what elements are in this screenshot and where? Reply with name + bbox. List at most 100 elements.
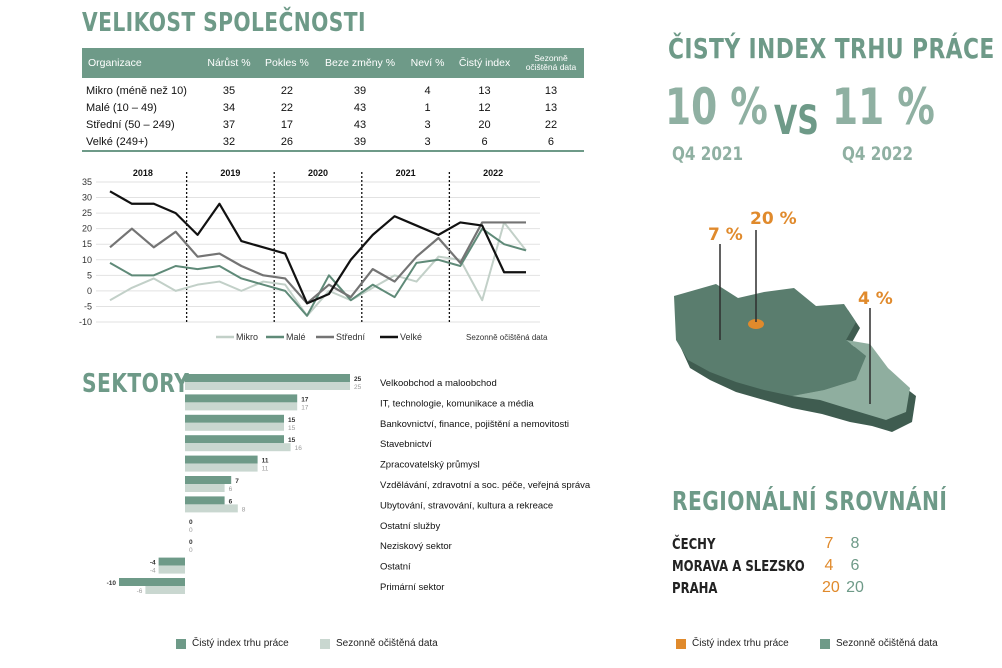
bar-main bbox=[185, 476, 232, 484]
year-label: 2021 bbox=[396, 168, 416, 178]
bar-value-label: 0 bbox=[189, 539, 193, 546]
region-index: 20 bbox=[822, 579, 840, 596]
legend-label: Čistý index trhu práce bbox=[692, 638, 789, 649]
bar-main bbox=[185, 455, 258, 464]
table-row: Malé (10 – 49) 34 22 43 1 12 13 bbox=[82, 99, 584, 116]
region-name: MORAVA A SLEZSKO bbox=[672, 557, 805, 575]
bar-value-label: 8 bbox=[242, 506, 246, 513]
legend-label: Čistý index trhu práce bbox=[192, 638, 289, 649]
table-cell: 39 bbox=[353, 84, 367, 97]
bar-value-label: 25 bbox=[354, 376, 362, 383]
company-size-table: Organizace Nárůst % Pokles % Beze změny … bbox=[82, 48, 584, 152]
table-cell: 32 bbox=[222, 135, 236, 148]
y-tick-label: 15 bbox=[82, 239, 92, 249]
bar-value-label: 15 bbox=[288, 437, 296, 444]
y-tick-label: 0 bbox=[87, 286, 92, 296]
bar-seasonal bbox=[185, 382, 350, 390]
regional-row: MORAVA A SLEZSKO 4 6 bbox=[672, 557, 872, 577]
bar-value-label: 6 bbox=[229, 486, 233, 493]
quarter-label-2022: Q4 2022 bbox=[842, 143, 914, 165]
bar-value-label: 15 bbox=[288, 417, 296, 424]
map-label-center: 20 % bbox=[750, 209, 797, 229]
bar-seasonal bbox=[145, 586, 185, 594]
bar-seasonal bbox=[185, 484, 225, 492]
bar-value-label: 16 bbox=[295, 445, 303, 452]
line-chart: -10 -5 0 5 10 15 20 25 30 35 2018 2019 2020 2021 2022 M… bbox=[79, 168, 548, 342]
table-cell: 6 bbox=[547, 135, 555, 148]
col-header-beze-zmeny: Beze změny % bbox=[316, 48, 404, 78]
category-label: Stavebnictví bbox=[380, 439, 432, 450]
bar-value-label: 25 bbox=[354, 384, 362, 391]
vs-label: VS bbox=[774, 98, 819, 144]
table-cell: 34 bbox=[222, 101, 236, 114]
bar-value-label: 6 bbox=[229, 498, 233, 505]
y-tick-label: 5 bbox=[87, 270, 92, 280]
region-seasonal: 6 bbox=[850, 557, 860, 574]
size-section-title: VELIKOST SPOLEČNOSTI bbox=[82, 8, 366, 38]
table-cell: 43 bbox=[353, 118, 367, 131]
bar-value-label: 11 bbox=[262, 458, 269, 465]
year-label: 2019 bbox=[220, 168, 240, 178]
table-row: Střední (50 – 249) 37 17 43 3 20 22 bbox=[82, 116, 584, 133]
col-header-nevi: Neví % bbox=[403, 48, 452, 78]
bar-value-label: 17 bbox=[301, 396, 309, 403]
bar-main bbox=[185, 394, 298, 403]
category-label: Zpracovatelský průmysl bbox=[380, 460, 480, 471]
y-tick-label: 30 bbox=[82, 193, 92, 203]
series-line-Mikro bbox=[109, 221, 527, 317]
bar-seasonal bbox=[185, 422, 284, 431]
bar-value-label: -4 bbox=[150, 560, 156, 567]
table-cell: 3 bbox=[424, 135, 431, 148]
legend-swatch bbox=[820, 638, 830, 649]
col-header-sezonne: Sezonně očištěná data bbox=[517, 48, 584, 78]
table-row: Velké (249+) 32 26 39 3 6 6 bbox=[82, 133, 584, 151]
table-header-row: Organizace Nárůst % Pokles % Beze změny … bbox=[82, 48, 584, 78]
col-header-cisty-index: Čistý index bbox=[451, 48, 518, 78]
col-header-pokles: Pokles % bbox=[257, 48, 317, 78]
legend-label: Mikro bbox=[236, 332, 258, 342]
regional-legend-seasonal: Sezonně očištěná data bbox=[820, 638, 938, 649]
category-label: Velkoobchod a maloobchod bbox=[380, 378, 497, 389]
bar-main bbox=[158, 557, 185, 566]
bar-value-label: 15 bbox=[288, 425, 296, 432]
table-cell: Střední (50 – 249) bbox=[86, 118, 175, 131]
regional-title: REGIONÁLNÍ SROVNÁNÍ bbox=[672, 487, 948, 517]
series-line-Velké bbox=[109, 190, 526, 305]
table-row: Mikro (méně než 10) 35 22 39 4 13 13 bbox=[82, 78, 584, 99]
legend-label: Sezonně očištěná data bbox=[336, 638, 438, 649]
table-cell: 12 bbox=[478, 101, 491, 114]
legend-label: Malé bbox=[286, 332, 306, 342]
category-label: Bankovnictví, finance, pojištění a nemov… bbox=[380, 419, 569, 430]
region-index: 4 bbox=[824, 557, 834, 574]
series-line-Střední bbox=[109, 221, 526, 305]
sectors-legend-seasonal: Sezonně očištěná data bbox=[320, 638, 438, 649]
legend-swatch bbox=[676, 638, 686, 649]
y-tick-label: 20 bbox=[82, 224, 92, 234]
table-cell: 13 bbox=[544, 101, 558, 114]
bar-value-label: 17 bbox=[301, 404, 309, 411]
index-title: ČISTÝ INDEX TRHU PRÁCE bbox=[668, 32, 995, 65]
table-cell: 1 bbox=[424, 101, 431, 114]
y-tick-label: 35 bbox=[82, 177, 92, 187]
col-header-narust: Nárůst % bbox=[200, 48, 258, 78]
category-label: IT, technologie, komunikace a média bbox=[380, 398, 534, 409]
bar-seasonal bbox=[185, 402, 298, 411]
col-header-organizace: Organizace bbox=[82, 48, 201, 78]
regional-legend-main: Čistý index trhu práce bbox=[676, 638, 789, 649]
quarter-label-2021: Q4 2021 bbox=[672, 143, 744, 165]
bar-main bbox=[185, 374, 350, 382]
bar-seasonal bbox=[185, 504, 238, 513]
legend-label: Sezonně očištěná data bbox=[836, 638, 938, 649]
bar-main bbox=[119, 578, 185, 586]
bar-main bbox=[185, 414, 284, 423]
table-cell: 3 bbox=[424, 118, 431, 131]
bar-value-label: 7 bbox=[235, 478, 239, 485]
table-cell: 43 bbox=[353, 101, 367, 114]
table-cell: 39 bbox=[353, 135, 367, 148]
index-value-2021: 10 % bbox=[665, 78, 768, 136]
y-tick-label: 25 bbox=[82, 208, 92, 218]
table-cell: 13 bbox=[544, 84, 558, 97]
bar-seasonal bbox=[185, 463, 258, 472]
table-cell: 6 bbox=[481, 135, 488, 148]
